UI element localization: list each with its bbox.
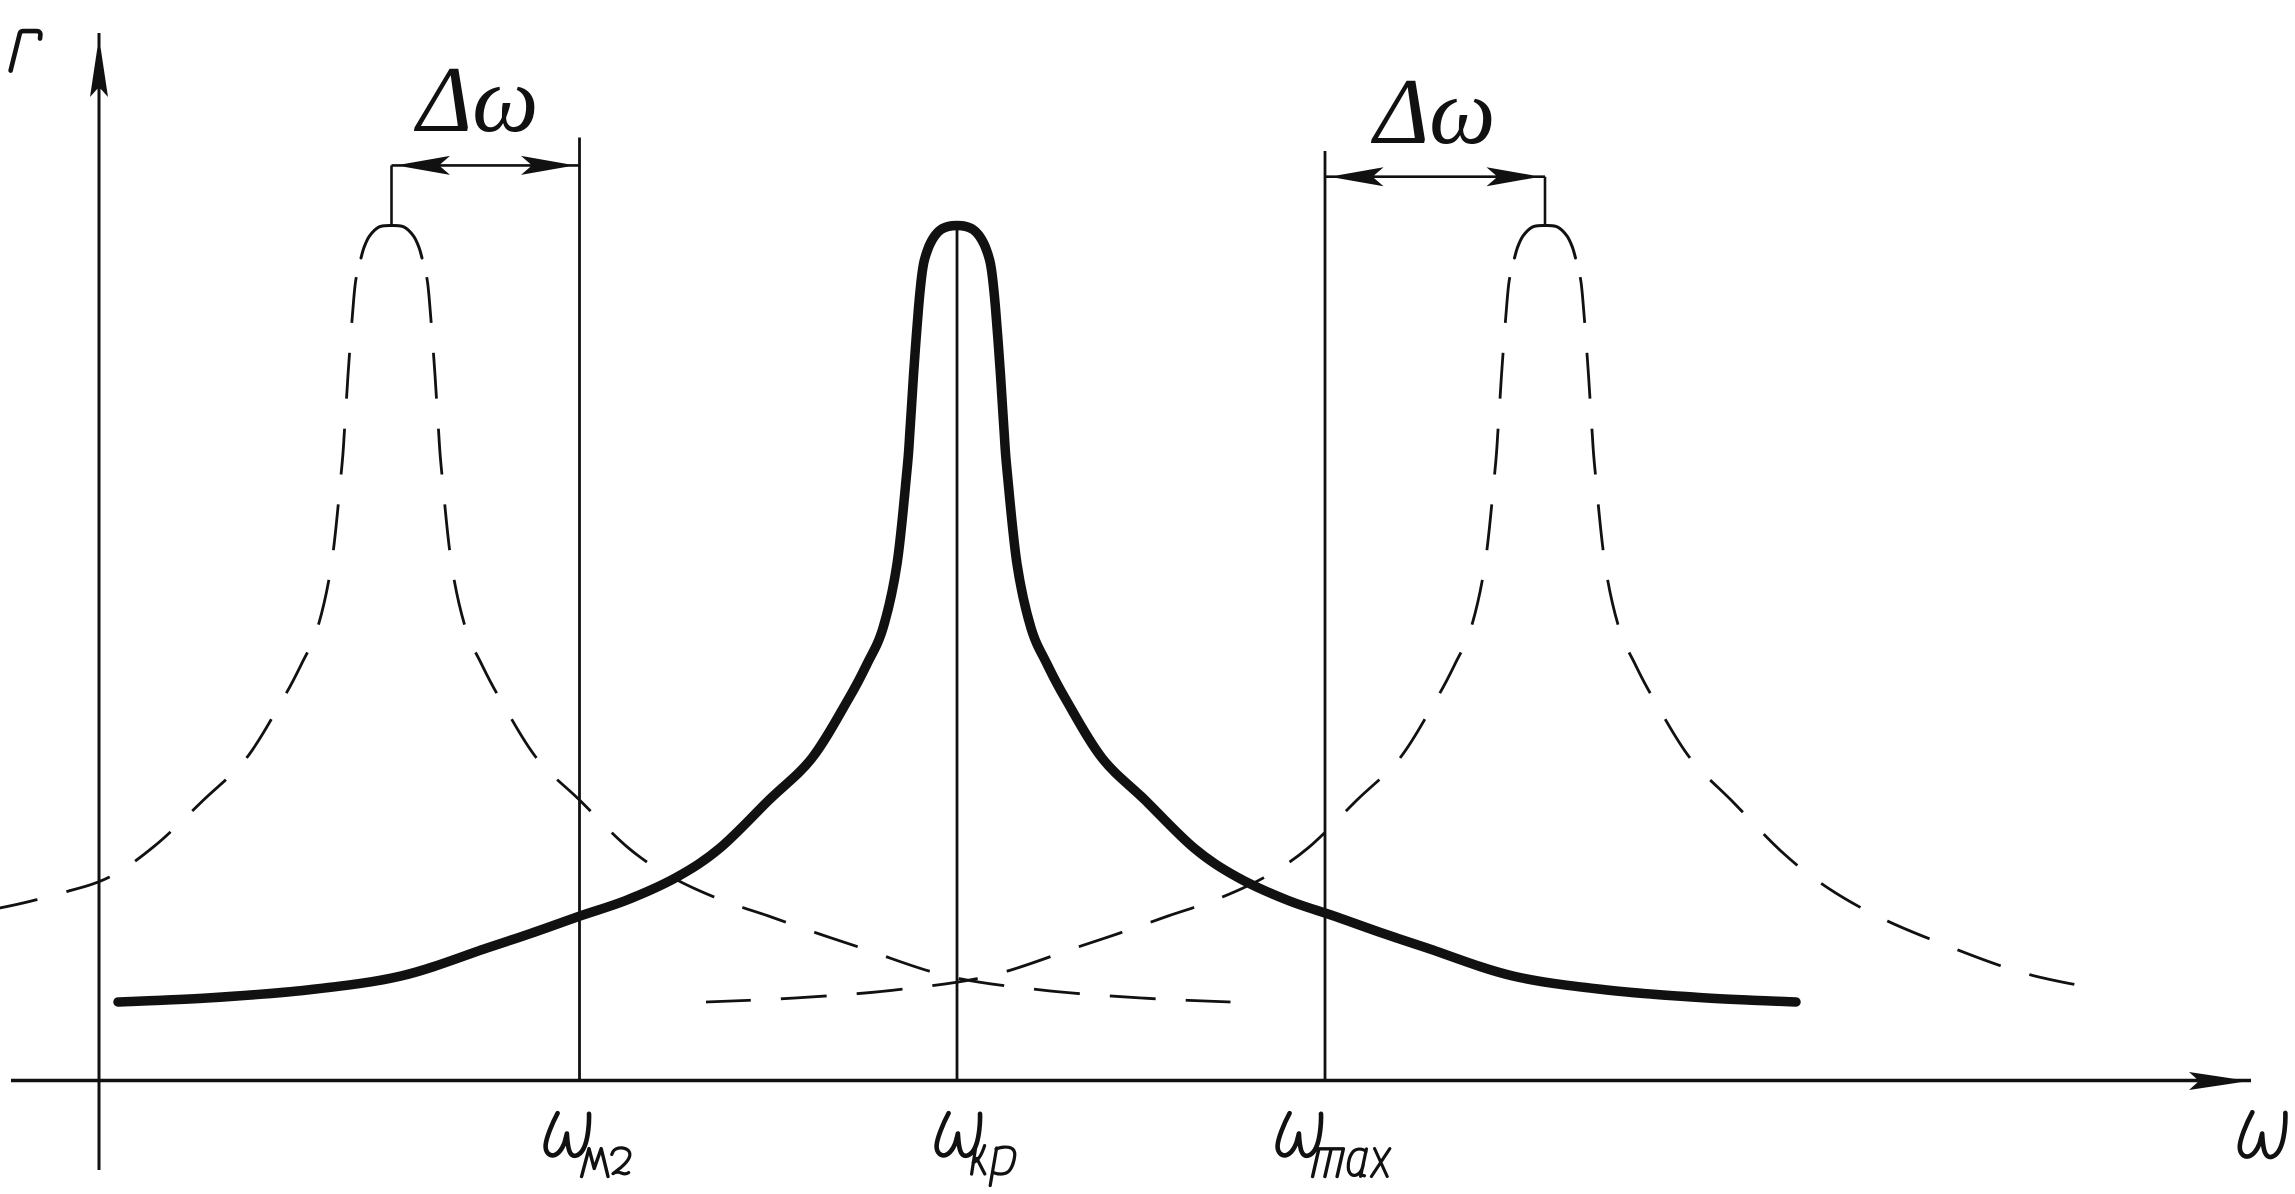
- svg-text:Δω: Δω: [1370, 60, 1496, 164]
- svg-text:Δω: Δω: [413, 48, 539, 152]
